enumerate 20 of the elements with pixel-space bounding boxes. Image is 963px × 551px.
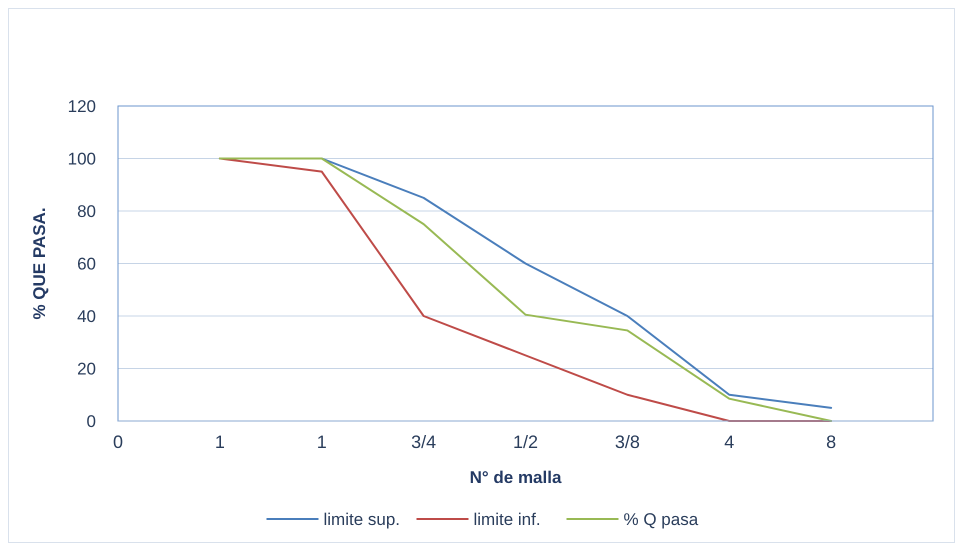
y-tick-label: 60 (77, 254, 96, 274)
y-tick-label: 40 (77, 306, 96, 326)
y-tick-label: 100 (68, 149, 96, 168)
x-tick-label: 1 (214, 432, 225, 452)
x-tick-label: 1 (316, 432, 327, 452)
x-tick-label: 1/2 (512, 432, 538, 452)
legend-label: limite inf. (474, 510, 541, 529)
legend-label: % Q pasa (624, 510, 699, 529)
y-tick-label: 80 (77, 202, 96, 221)
x-tick-label: 4 (724, 432, 734, 452)
y-tick-label: 120 (68, 96, 96, 116)
x-tick-label: 0 (112, 432, 124, 452)
y-axis-title: % QUE PASA. (30, 207, 49, 320)
x-tick-label: 8 (826, 432, 836, 452)
y-tick-label: 0 (86, 412, 96, 431)
x-tick-label: 3/4 (411, 432, 436, 452)
x-axis-title: N° de malla (470, 468, 562, 487)
legend-label: limite sup. (324, 510, 400, 529)
x-tick-label: 3/8 (614, 432, 640, 452)
y-tick-label: 20 (77, 359, 96, 378)
